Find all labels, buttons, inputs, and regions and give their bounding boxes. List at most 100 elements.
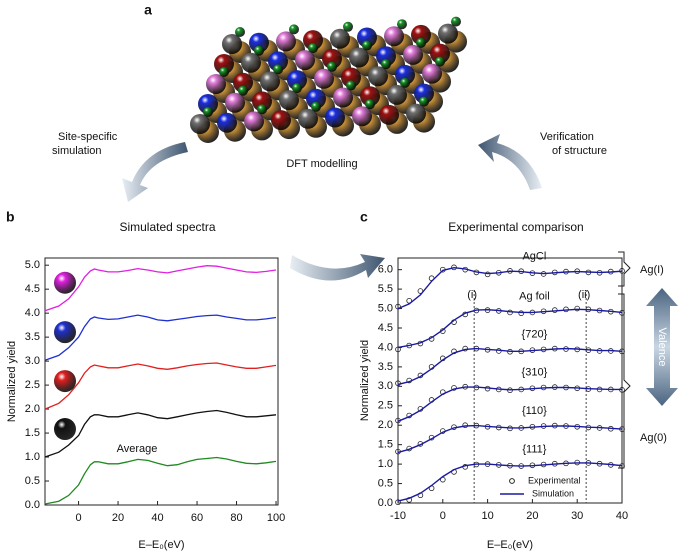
x-tick-label: 0 <box>440 510 446 522</box>
caption: DFT modelling <box>286 158 357 170</box>
y-tick-label: 0.5 <box>378 477 393 489</box>
y-axis-label: Normalized yield <box>359 340 371 421</box>
atom <box>343 21 353 32</box>
plot-frame <box>44 257 279 506</box>
atom <box>381 59 391 70</box>
x-axis-label: E–E₀(eV) <box>138 539 184 551</box>
atom <box>254 45 264 56</box>
atom <box>352 106 372 127</box>
chart-title: Experimental comparison <box>448 220 583 234</box>
atom <box>241 52 261 73</box>
y-tick-label: 6.0 <box>378 264 393 276</box>
x-tick-label: 20 <box>526 510 538 522</box>
atom <box>362 40 372 51</box>
reference-label: (ii) <box>578 289 590 301</box>
atom <box>225 92 245 113</box>
bracket <box>618 251 631 287</box>
atom <box>233 72 253 93</box>
series-line <box>44 265 277 312</box>
bracket <box>618 293 631 469</box>
y-tick-label: 2.5 <box>25 379 40 391</box>
y-tick-label: 5.5 <box>378 283 393 295</box>
data-point <box>484 271 491 278</box>
atom <box>435 56 445 67</box>
y-tick-label: 3.0 <box>378 380 393 392</box>
atom <box>292 83 302 94</box>
y-tick-label: 0.0 <box>25 499 40 511</box>
caption: simulation <box>52 145 102 157</box>
y-tick-label: 3.5 <box>25 331 40 343</box>
x-tick-label: 40 <box>616 510 628 522</box>
atom <box>451 16 461 27</box>
atom <box>400 77 410 88</box>
data-point <box>406 497 413 503</box>
atom <box>289 24 299 35</box>
x-tick-label: 10 <box>481 510 493 522</box>
series-icon <box>54 271 76 294</box>
arrow <box>122 142 188 202</box>
atom <box>249 32 269 53</box>
atom <box>217 112 237 133</box>
atom <box>214 54 234 74</box>
x-tick-label: 30 <box>571 510 583 522</box>
y-tick-label: 4.5 <box>378 322 393 334</box>
simulation-line <box>397 462 623 502</box>
y-tick-label: 4.0 <box>378 341 393 353</box>
atom <box>384 26 404 47</box>
spectrum-label: {110} <box>522 405 547 417</box>
atom <box>325 107 345 128</box>
atom <box>244 111 264 132</box>
y-tick-label: 1.5 <box>25 427 40 439</box>
x-tick-label: 40 <box>151 512 163 524</box>
atom <box>422 63 442 84</box>
x-tick-label: 0 <box>76 512 82 524</box>
atom <box>260 71 280 92</box>
atom <box>295 50 315 71</box>
atom <box>438 23 458 44</box>
legend-marker <box>509 478 515 484</box>
atom <box>327 61 337 72</box>
caption: of structure <box>552 145 607 157</box>
atom <box>430 43 450 64</box>
atom <box>219 67 229 77</box>
atom <box>276 31 296 52</box>
atom <box>308 43 318 54</box>
x-tick-label: 20 <box>112 512 124 524</box>
atom <box>268 51 288 72</box>
atom <box>279 90 299 111</box>
simulation-line <box>397 308 623 349</box>
y-tick-label: 1.0 <box>25 451 40 463</box>
y-tick-label: 5.0 <box>25 259 40 271</box>
y-axis-label: Normalized yield <box>6 341 18 422</box>
series-line <box>44 362 277 410</box>
spectrum-label: Ag foil <box>519 290 550 302</box>
spectrum-label: {310} <box>522 367 548 379</box>
atom <box>238 85 248 96</box>
panel-label: c <box>360 209 368 225</box>
valence-label: Valence <box>656 328 668 367</box>
series-icon <box>54 418 76 441</box>
atom <box>357 27 377 48</box>
simulation-line <box>397 347 623 386</box>
atom <box>198 94 218 114</box>
atom <box>222 34 242 54</box>
x-tick-label: -10 <box>390 510 406 522</box>
data-point <box>451 385 457 391</box>
simulation-line <box>397 266 623 310</box>
atom <box>287 70 307 91</box>
atom <box>330 28 350 49</box>
data-point <box>574 305 580 312</box>
oxidation-label: Ag(0) <box>640 432 667 444</box>
atom <box>419 96 429 107</box>
atom <box>346 80 356 91</box>
atom <box>298 108 318 129</box>
series-label: Average <box>117 443 158 455</box>
y-tick-label: 4.0 <box>25 307 40 319</box>
caption: Site-specific <box>58 131 118 143</box>
atom <box>395 64 415 85</box>
data-point <box>518 310 524 317</box>
series-line <box>44 314 277 361</box>
y-tick-label: 0.5 <box>25 475 40 487</box>
arrow <box>478 134 542 190</box>
